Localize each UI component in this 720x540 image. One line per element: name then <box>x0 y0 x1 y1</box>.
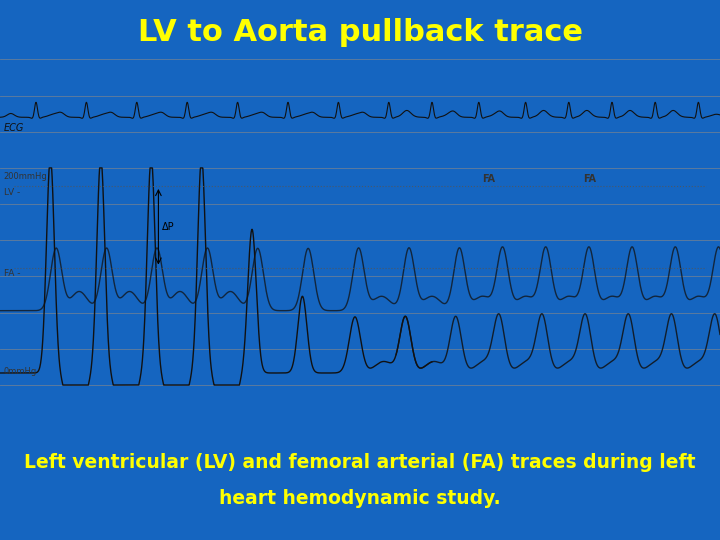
Text: ΔP: ΔP <box>162 222 175 232</box>
Text: FA: FA <box>482 174 495 184</box>
Text: LV -: LV - <box>4 188 20 197</box>
Text: ECG: ECG <box>4 123 24 133</box>
Text: LV to Aorta pullback trace: LV to Aorta pullback trace <box>138 18 582 47</box>
Text: 200mmHg: 200mmHg <box>4 172 48 180</box>
Text: FA: FA <box>583 174 596 184</box>
Text: heart hemodynamic study.: heart hemodynamic study. <box>219 489 501 508</box>
Text: Left ventricular (LV) and femoral arterial (FA) traces during left: Left ventricular (LV) and femoral arteri… <box>24 453 696 472</box>
Text: FA -: FA - <box>4 269 20 278</box>
Text: 0mmHg: 0mmHg <box>4 367 37 376</box>
